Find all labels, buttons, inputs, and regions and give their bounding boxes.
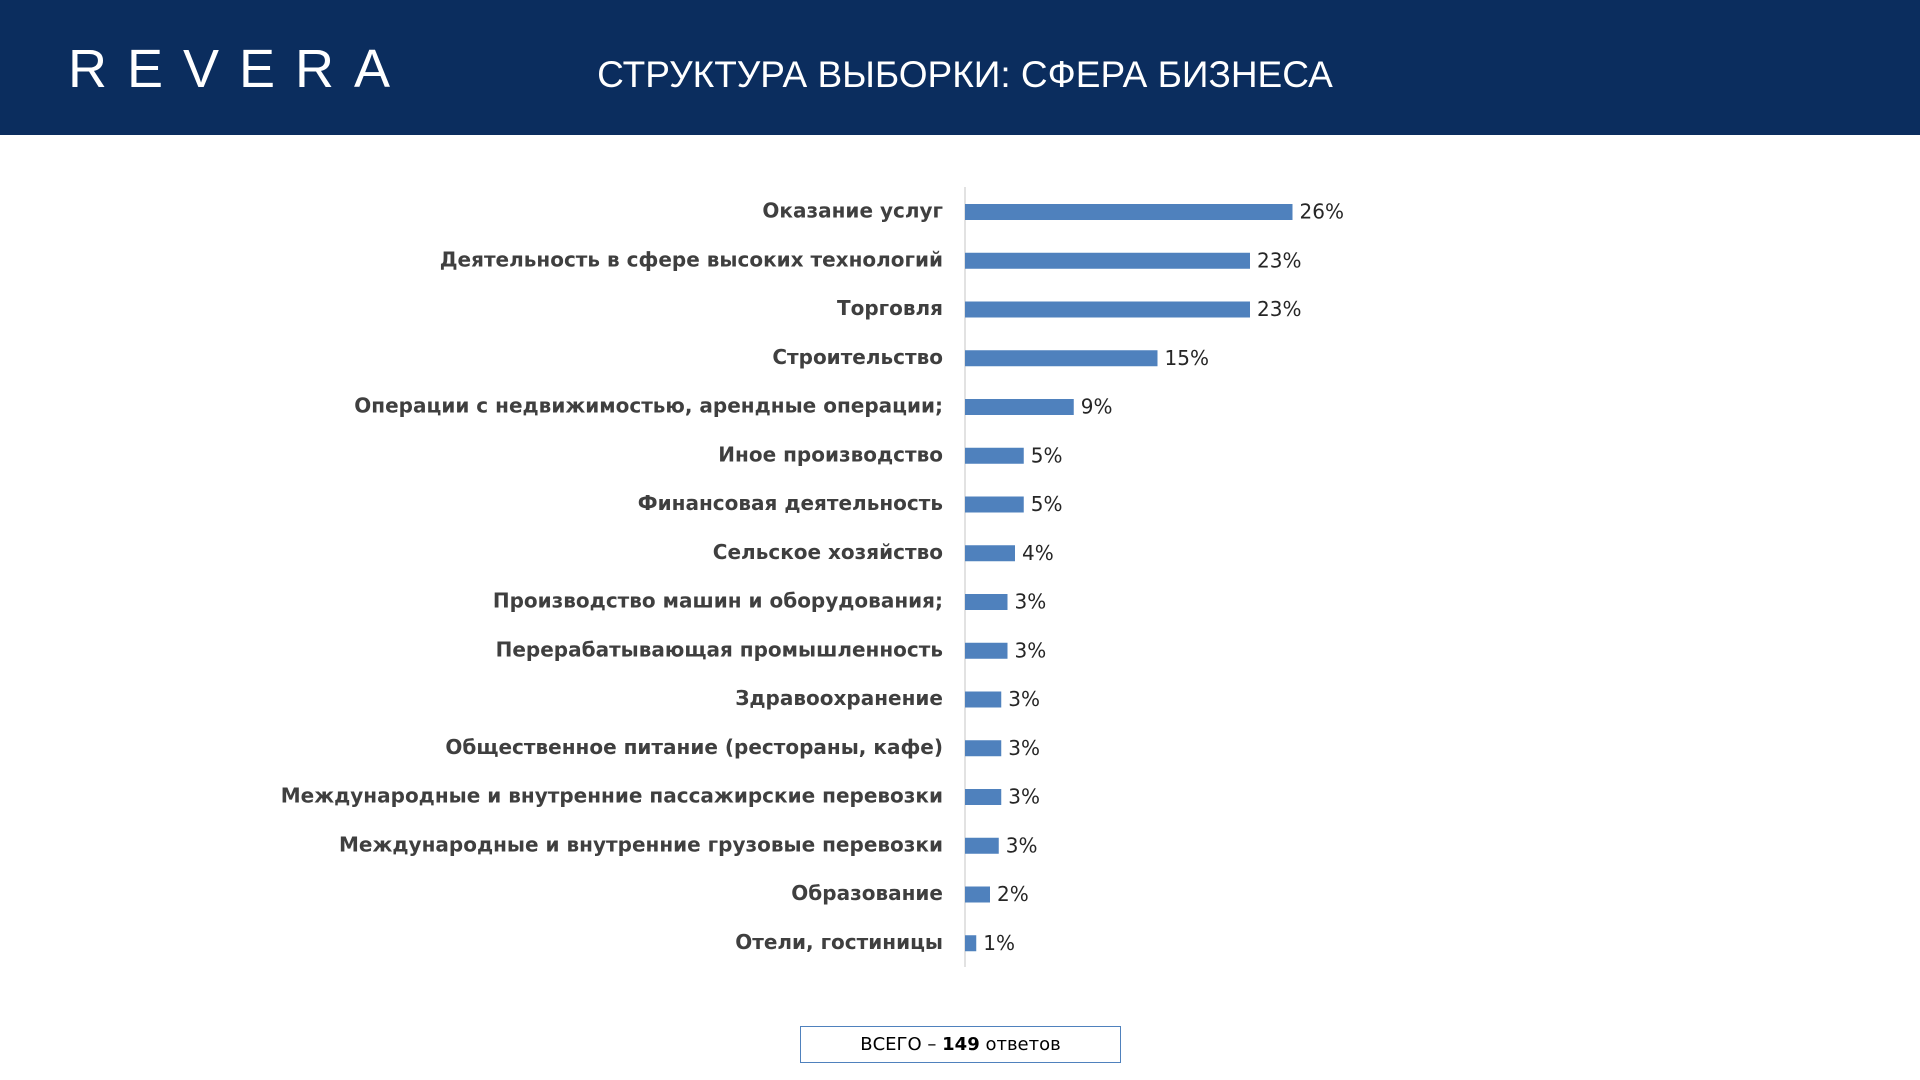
bar xyxy=(965,350,1158,367)
bar xyxy=(965,837,999,854)
category-label: Оказание услуг xyxy=(762,199,943,223)
category-label: Деятельность в сфере высоких технологий xyxy=(440,247,943,271)
value-label: 9% xyxy=(1081,395,1113,419)
value-label: 3% xyxy=(1008,785,1040,809)
value-label: 5% xyxy=(1031,492,1063,516)
value-label: 26% xyxy=(1300,200,1344,224)
page-title: СТРУКТУРА ВЫБОРКИ: СФЕРА БИЗНЕСА xyxy=(597,54,1333,95)
category-label: Производство машин и оборудования; xyxy=(493,589,943,613)
bar xyxy=(965,545,1015,562)
category-label: Строительство xyxy=(772,345,943,369)
bar xyxy=(965,642,1008,659)
value-label: 3% xyxy=(1008,736,1040,760)
bar xyxy=(965,496,1024,513)
header: REVERA СТРУКТУРА ВЫБОРКИ: СФЕРА БИЗНЕСА xyxy=(0,0,1920,135)
category-label: Международные и внутренние грузовые пере… xyxy=(339,832,943,856)
category-label: Операции с недвижимостью, арендные опера… xyxy=(354,394,943,418)
value-label: 5% xyxy=(1031,443,1063,467)
value-label: 3% xyxy=(1006,833,1038,857)
category-label: Иное производство xyxy=(718,442,943,466)
value-label: 1% xyxy=(983,931,1015,955)
bar xyxy=(965,301,1250,318)
bar xyxy=(965,935,977,952)
bar xyxy=(965,204,1293,220)
bar xyxy=(965,691,1002,708)
bar xyxy=(965,252,1250,269)
total-box: ВСЕГО – 149 ответов xyxy=(800,1026,1121,1063)
category-label: Сельское хозяйство xyxy=(713,540,943,564)
total-value: 149 xyxy=(942,1034,980,1055)
bar xyxy=(965,886,990,903)
value-label: 4% xyxy=(1022,541,1054,565)
bar xyxy=(965,740,1002,757)
category-label: Общественное питание (рестораны, кафе) xyxy=(445,735,943,759)
value-label: 3% xyxy=(1008,687,1040,711)
bar xyxy=(965,447,1024,464)
value-label: 3% xyxy=(1015,590,1047,614)
category-label: Международные и внутренние пассажирские … xyxy=(281,784,943,808)
bar xyxy=(965,399,1074,415)
logo: REVERA xyxy=(68,39,411,99)
total-prefix: ВСЕГО – xyxy=(860,1034,937,1055)
category-label: Перерабатывающая промышленность xyxy=(496,637,943,661)
category-label: Образование xyxy=(791,881,943,905)
value-label: 23% xyxy=(1257,297,1301,321)
bar xyxy=(965,594,1008,610)
chart: Оказание услуг 26% Деятельность в сфере вы… xyxy=(281,187,1344,967)
category-label: Торговля xyxy=(837,296,943,320)
category-label: Отели, гостиницы xyxy=(735,930,943,954)
category-label: Здравоохранение xyxy=(735,686,943,710)
value-label: 15% xyxy=(1165,346,1209,370)
bar xyxy=(965,789,1002,805)
value-label: 2% xyxy=(997,882,1029,906)
value-label: 3% xyxy=(1015,638,1047,662)
category-label: Финансовая деятельность xyxy=(638,491,943,515)
total-suffix: ответов xyxy=(985,1034,1061,1055)
value-label: 23% xyxy=(1257,248,1301,272)
